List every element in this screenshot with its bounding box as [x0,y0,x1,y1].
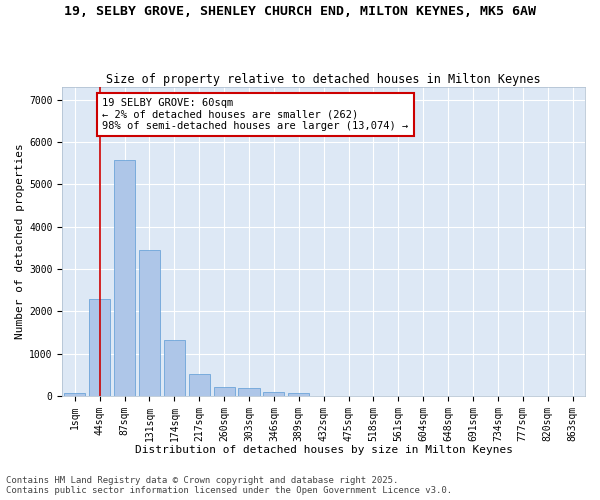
X-axis label: Distribution of detached houses by size in Milton Keynes: Distribution of detached houses by size … [134,445,512,455]
Bar [288,394,310,396]
Text: 19, SELBY GROVE, SHENLEY CHURCH END, MILTON KEYNES, MK5 6AW: 19, SELBY GROVE, SHENLEY CHURCH END, MIL… [64,5,536,18]
Bar [89,298,110,396]
Bar [214,387,235,396]
Bar [114,160,135,396]
Text: Contains HM Land Registry data © Crown copyright and database right 2025.
Contai: Contains HM Land Registry data © Crown c… [6,476,452,495]
Bar [64,392,85,396]
Bar [188,374,210,396]
Bar [139,250,160,396]
Y-axis label: Number of detached properties: Number of detached properties [15,144,25,340]
Text: 19 SELBY GROVE: 60sqm
← 2% of detached houses are smaller (262)
98% of semi-deta: 19 SELBY GROVE: 60sqm ← 2% of detached h… [102,98,409,131]
Bar [164,340,185,396]
Bar [263,392,284,396]
Bar [238,388,260,396]
Title: Size of property relative to detached houses in Milton Keynes: Size of property relative to detached ho… [106,73,541,86]
